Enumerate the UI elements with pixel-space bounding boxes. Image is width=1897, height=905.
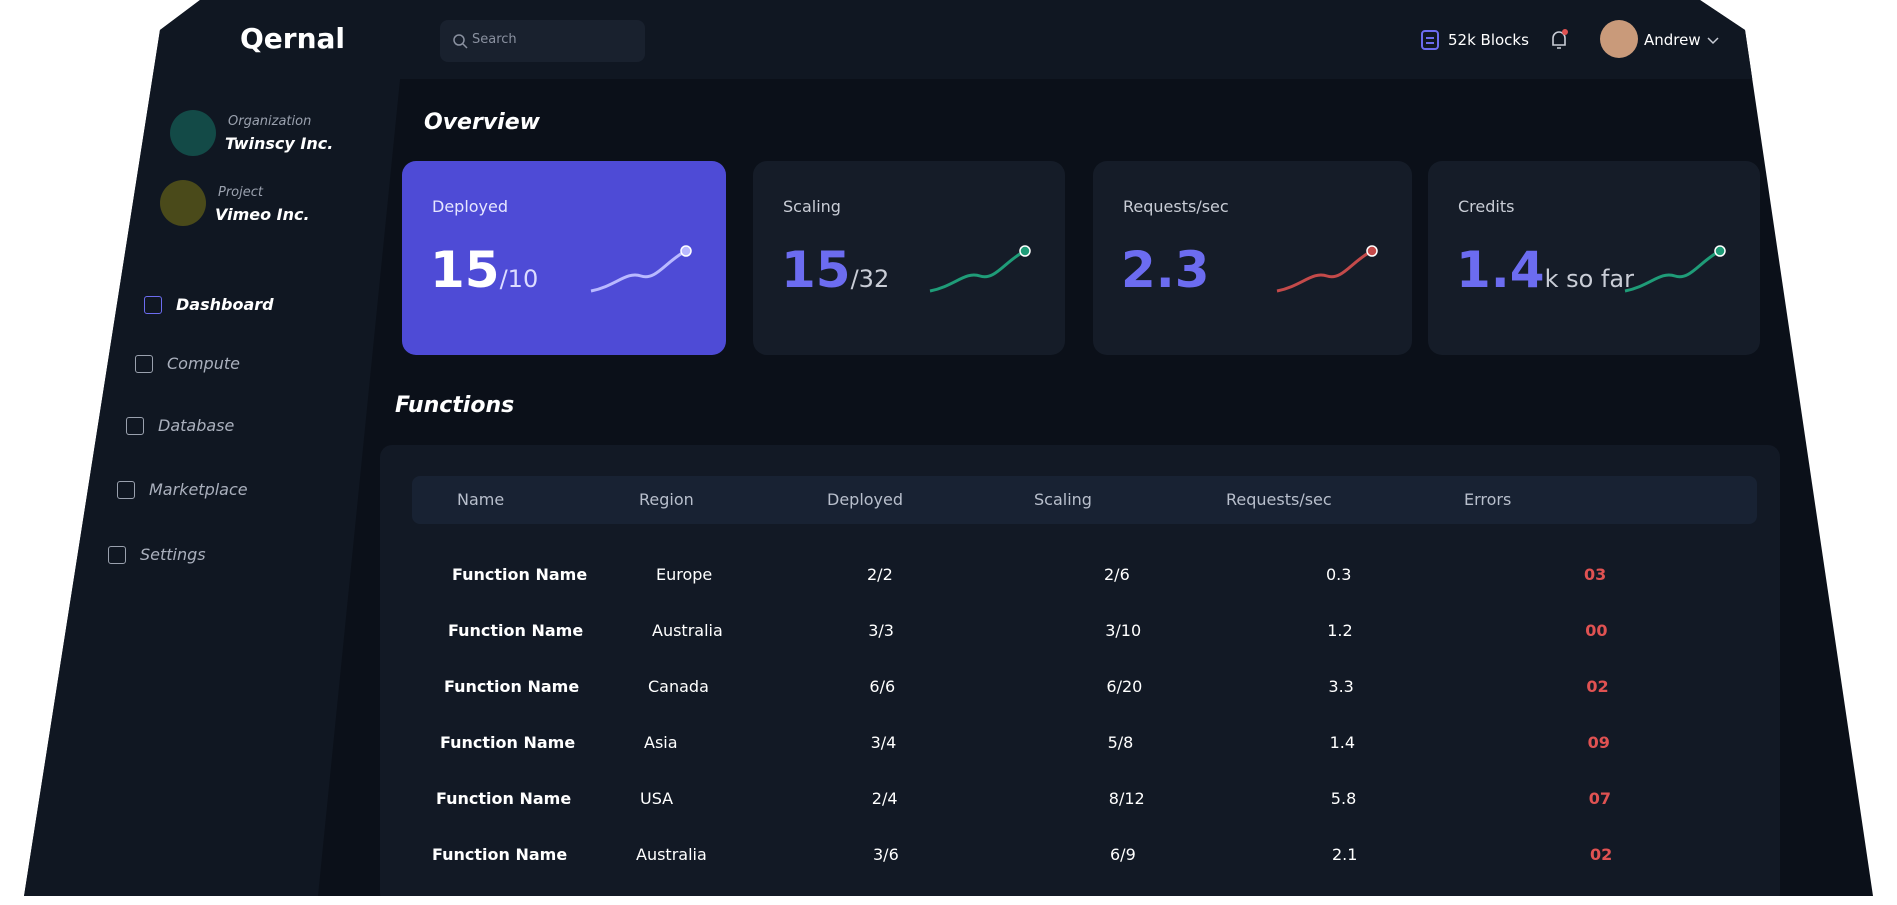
table-cell: Europe: [656, 565, 713, 584]
column-header: Name: [457, 490, 505, 509]
column-header: Errors: [1464, 490, 1512, 509]
table-cell: 3/6: [873, 845, 899, 864]
search-placeholder: Search: [472, 32, 517, 47]
card-value: 15/10: [430, 241, 538, 299]
blocks-icon: [1421, 30, 1439, 50]
nav-item[interactable]: Dashboard: [176, 295, 274, 314]
table-cell: 0.3: [1326, 565, 1352, 584]
org-label: Organization: [228, 114, 312, 129]
table-cell: 1.2: [1327, 621, 1353, 640]
nav-icon: [117, 481, 135, 499]
project-logo: [160, 180, 206, 226]
column-header: Scaling: [1034, 490, 1092, 509]
table-cell[interactable]: Function Name: [432, 845, 568, 864]
table-cell: 8/12: [1108, 789, 1145, 808]
table-cell: 3/4: [870, 733, 897, 752]
stat-card[interactable]: Requests/sec 2.3: [1093, 161, 1412, 355]
nav-icon: [144, 296, 162, 314]
table-cell: 5.8: [1330, 789, 1357, 808]
card-suffix: /32: [850, 265, 890, 293]
card-label: Requests/sec: [1123, 197, 1229, 216]
table-cell[interactable]: Function Name: [440, 733, 576, 752]
nav-item[interactable]: Marketplace: [149, 480, 248, 499]
overview-title: Overview: [424, 110, 540, 135]
sparkline: [590, 245, 692, 293]
avatar[interactable]: [1600, 20, 1638, 58]
card-value: 2.3: [1121, 241, 1210, 299]
project-label: Project: [218, 185, 263, 200]
table-header: [412, 476, 1757, 524]
blocks-count[interactable]: 52k Blocks: [1448, 31, 1529, 49]
org-logo: [170, 110, 216, 156]
card-number: 15: [430, 241, 500, 299]
card-value: 15/32: [781, 241, 889, 299]
card-suffix: k so far: [1544, 265, 1634, 293]
table-cell: Canada: [648, 677, 709, 696]
nav-icon: [126, 417, 144, 435]
column-header: Region: [639, 490, 694, 509]
user-name[interactable]: Andrew: [1644, 31, 1701, 49]
dropdown-caret[interactable]: [1707, 37, 1719, 45]
search-icon: [453, 34, 468, 49]
sparkline: [1624, 245, 1726, 293]
logo: Qernal: [240, 22, 346, 55]
table-cell[interactable]: Function Name: [452, 565, 588, 584]
nav-icon: [135, 355, 153, 373]
card-label: Credits: [1458, 197, 1515, 216]
table-cell: USA: [640, 789, 674, 808]
notification-icon[interactable]: [1548, 28, 1570, 52]
table-cell: 3/3: [868, 621, 894, 640]
table-cell: 5/8: [1107, 733, 1134, 752]
nav-icon: [108, 546, 126, 564]
table-cell: Asia: [644, 733, 678, 752]
sparkline: [1276, 245, 1378, 293]
table-cell: 00: [1585, 621, 1608, 640]
table-cell: 6/20: [1106, 677, 1143, 696]
card-suffix: /10: [499, 265, 539, 293]
table-cell: 09: [1587, 733, 1610, 752]
table-cell[interactable]: Function Name: [444, 677, 580, 696]
table-cell: Australia: [652, 621, 723, 640]
card-number: 2.3: [1121, 241, 1210, 299]
stat-card[interactable]: Scaling 15/32: [753, 161, 1065, 355]
card-number: 15: [781, 241, 851, 299]
card-number: 1.4: [1456, 241, 1545, 299]
table-cell: 3.3: [1328, 677, 1354, 696]
stat-card[interactable]: Deployed 15/10: [402, 161, 726, 355]
table-cell: Australia: [636, 845, 707, 864]
nav-item[interactable]: Settings: [140, 545, 206, 564]
stat-card[interactable]: Credits 1.4k so far: [1428, 161, 1760, 355]
column-header: Requests/sec: [1226, 490, 1332, 509]
nav-item[interactable]: Database: [158, 416, 235, 435]
table-cell[interactable]: Function Name: [436, 789, 572, 808]
table-cell: 2/2: [867, 565, 893, 584]
org-name[interactable]: Twinscy Inc.: [225, 134, 334, 153]
project-name[interactable]: Vimeo Inc.: [215, 205, 310, 224]
table-cell: 07: [1588, 789, 1612, 808]
search-box[interactable]: Search: [440, 20, 645, 62]
table-cell: 2/6: [1104, 565, 1130, 584]
column-header: Deployed: [827, 490, 904, 509]
table-cell: 2/4: [871, 789, 898, 808]
table-cell: 03: [1584, 565, 1607, 584]
table-cell: 2.1: [1332, 845, 1358, 864]
sparkline: [929, 245, 1031, 293]
table-cell: 02: [1586, 677, 1609, 696]
card-value: 1.4k so far: [1456, 241, 1634, 299]
table-cell: 1.4: [1329, 733, 1356, 752]
table-cell[interactable]: Function Name: [448, 621, 584, 640]
table-cell: 3/10: [1105, 621, 1142, 640]
table-cell: 6/9: [1110, 845, 1136, 864]
nav-item[interactable]: Compute: [167, 354, 240, 373]
functions-title: Functions: [395, 393, 515, 418]
table-cell: 6/6: [869, 677, 896, 696]
card-label: Deployed: [432, 197, 509, 216]
card-label: Scaling: [783, 197, 841, 216]
table-cell: 02: [1590, 845, 1613, 864]
